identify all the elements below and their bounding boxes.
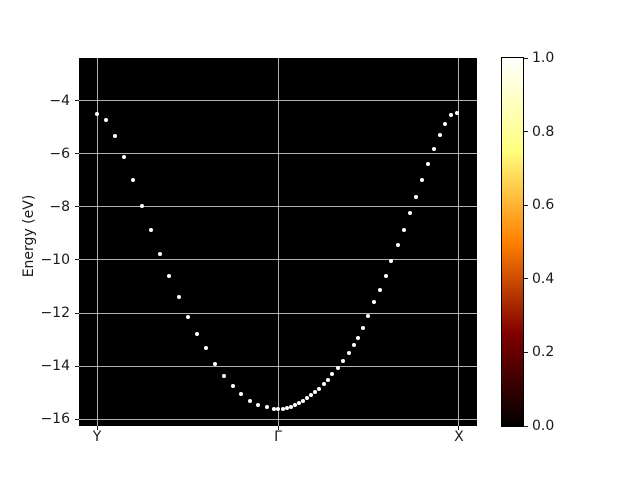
data-point — [158, 251, 163, 256]
y-tick-label: −8 — [49, 198, 70, 215]
y-tick-mark — [75, 153, 79, 155]
y-tick-mark — [75, 365, 79, 367]
gridline-vertical — [96, 58, 98, 426]
data-point — [230, 383, 235, 388]
x-tick-label: Y — [92, 429, 102, 445]
colorbar-tick-mark — [524, 351, 528, 353]
data-point — [384, 274, 389, 279]
data-point — [356, 335, 361, 340]
data-point — [194, 332, 199, 337]
data-point — [455, 111, 460, 116]
data-point — [313, 390, 318, 395]
data-point — [272, 406, 277, 411]
data-point — [167, 273, 172, 278]
x-tick-mark — [277, 426, 279, 430]
gridline-vertical — [458, 58, 460, 426]
data-point — [304, 396, 309, 401]
data-point — [425, 162, 430, 167]
data-point — [296, 400, 301, 405]
colorbar — [501, 57, 524, 427]
data-point — [351, 343, 356, 348]
colorbar-tick-mark — [524, 278, 528, 280]
data-point — [103, 118, 108, 123]
x-tick-mark — [96, 426, 98, 430]
colorbar-tick-label: 0.4 — [532, 270, 555, 287]
data-point — [149, 227, 154, 232]
data-point — [221, 373, 226, 378]
colorbar-tick-label: 1.0 — [532, 50, 555, 66]
data-point — [95, 112, 100, 117]
data-point — [346, 351, 351, 356]
gridline-vertical — [277, 58, 279, 426]
data-point — [401, 227, 406, 232]
data-point — [238, 392, 243, 397]
data-point — [131, 178, 136, 183]
y-tick-label: −10 — [40, 251, 70, 268]
data-point — [378, 288, 383, 293]
colorbar-tick-label: 0.6 — [532, 197, 555, 214]
y-tick-mark — [75, 259, 79, 261]
y-tick-label: −4 — [49, 92, 70, 109]
y-tick-label: −14 — [40, 358, 70, 375]
data-point — [407, 211, 412, 216]
data-point — [112, 133, 117, 138]
y-tick-label: −16 — [40, 411, 70, 428]
data-point — [366, 314, 371, 319]
data-point — [285, 405, 290, 410]
data-point — [419, 178, 424, 183]
colorbar-tick-label: 0.0 — [532, 418, 555, 434]
data-point — [389, 259, 394, 264]
data-point — [448, 113, 453, 118]
data-point — [264, 405, 269, 410]
data-point — [443, 121, 448, 126]
data-point — [335, 365, 340, 370]
data-point — [325, 377, 330, 382]
colorbar-tick-mark — [524, 57, 528, 59]
colorbar-tick-label: 0.2 — [532, 344, 555, 361]
colorbar-tick-mark — [524, 204, 528, 206]
data-point — [317, 386, 322, 391]
data-point — [371, 300, 376, 305]
y-tick-mark — [75, 100, 79, 101]
data-point — [212, 362, 217, 367]
data-point — [340, 358, 345, 363]
data-point — [140, 203, 145, 208]
data-point — [203, 346, 208, 351]
data-point — [432, 146, 437, 151]
data-point — [276, 407, 280, 412]
data-point — [185, 315, 190, 320]
data-point — [288, 404, 293, 409]
y-tick-mark — [75, 206, 79, 208]
data-point — [329, 372, 334, 377]
y-tick-mark — [75, 312, 79, 314]
data-point — [300, 398, 305, 403]
data-point — [292, 403, 297, 407]
colorbar-tick-label: 0.8 — [532, 123, 555, 140]
data-point — [122, 155, 127, 160]
data-point — [247, 398, 252, 403]
colorbar-tick-mark — [524, 425, 528, 427]
plot-area — [79, 58, 477, 426]
data-point — [414, 194, 419, 199]
data-point — [280, 406, 285, 411]
data-point — [256, 402, 261, 407]
y-tick-label: −12 — [40, 305, 70, 322]
y-tick-label: −6 — [49, 145, 70, 162]
x-tick-label: X — [454, 429, 464, 445]
data-point — [321, 382, 326, 387]
data-point — [395, 242, 400, 247]
data-point — [176, 294, 181, 299]
data-point — [437, 132, 442, 137]
data-point — [361, 326, 366, 331]
y-tick-mark — [75, 418, 79, 420]
x-tick-mark — [458, 426, 460, 430]
colorbar-tick-mark — [524, 131, 528, 133]
x-tick-label: Γ — [274, 429, 282, 445]
data-point — [309, 393, 314, 398]
